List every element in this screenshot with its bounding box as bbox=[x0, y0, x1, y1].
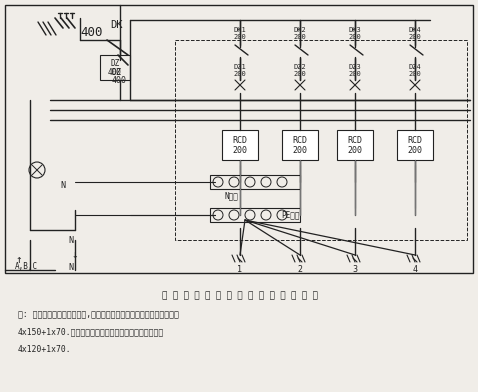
Text: 总 配 电 箱 及 分 路 漏 电 保 护 器 系 统 图: 总 配 电 箱 及 分 路 漏 电 保 护 器 系 统 图 bbox=[162, 292, 318, 301]
Text: 200: 200 bbox=[348, 145, 362, 154]
Text: N: N bbox=[60, 180, 65, 189]
Text: 200: 200 bbox=[234, 34, 246, 40]
Text: N母排: N母排 bbox=[225, 192, 239, 200]
Text: DZ: DZ bbox=[112, 67, 122, 76]
Text: 200: 200 bbox=[293, 145, 307, 154]
Text: 3: 3 bbox=[352, 265, 358, 274]
Text: ↓: ↓ bbox=[72, 250, 78, 260]
Bar bbox=[397, 130, 433, 160]
Bar bbox=[175, 40, 467, 240]
Text: DZ: DZ bbox=[110, 58, 120, 67]
Text: A,B,C: A,B,C bbox=[15, 263, 38, 272]
Text: PE母排: PE母排 bbox=[282, 211, 300, 220]
Text: DZ2: DZ2 bbox=[293, 64, 306, 70]
Text: DZ1: DZ1 bbox=[234, 64, 246, 70]
Text: N: N bbox=[68, 236, 73, 245]
Text: 200: 200 bbox=[232, 145, 248, 154]
Bar bbox=[282, 130, 318, 160]
Text: 4x150+1x70.总配电箱连接各分配算的电罆为橡皮装电罆: 4x150+1x70.总配电箱连接各分配算的电罆为橡皮装电罆 bbox=[18, 327, 164, 336]
Bar bbox=[5, 5, 473, 273]
Text: 200: 200 bbox=[408, 145, 423, 154]
Text: 400: 400 bbox=[112, 76, 127, 85]
Text: RCD: RCD bbox=[348, 136, 362, 145]
Text: RCD: RCD bbox=[293, 136, 307, 145]
Text: 200: 200 bbox=[348, 34, 361, 40]
Text: 200: 200 bbox=[409, 34, 422, 40]
Text: DK: DK bbox=[110, 20, 122, 30]
Text: DK4: DK4 bbox=[409, 27, 422, 33]
Bar bbox=[210, 208, 300, 222]
Text: N: N bbox=[68, 263, 73, 272]
Text: 400: 400 bbox=[80, 25, 102, 38]
Bar bbox=[210, 175, 300, 189]
Text: DZ3: DZ3 bbox=[348, 64, 361, 70]
Text: DK1: DK1 bbox=[234, 27, 246, 33]
Text: 200: 200 bbox=[409, 71, 422, 77]
Text: 200: 200 bbox=[293, 71, 306, 77]
Text: 4: 4 bbox=[413, 265, 417, 274]
Text: DZ4: DZ4 bbox=[409, 64, 422, 70]
Text: 1: 1 bbox=[238, 265, 242, 274]
Text: 200: 200 bbox=[348, 71, 361, 77]
Text: ↑: ↑ bbox=[15, 255, 22, 265]
Text: DK3: DK3 bbox=[348, 27, 361, 33]
Text: 400: 400 bbox=[108, 67, 122, 76]
Bar bbox=[100, 55, 130, 80]
Text: 200: 200 bbox=[293, 34, 306, 40]
Text: RCD: RCD bbox=[408, 136, 423, 145]
Text: 注: 上图为总配电箱的接线图,由电源接入总配电箱的电罆为橡胶装电罆: 注: 上图为总配电箱的接线图,由电源接入总配电箱的电罆为橡胶装电罆 bbox=[18, 310, 179, 319]
Bar bbox=[337, 130, 373, 160]
Text: RCD: RCD bbox=[232, 136, 248, 145]
Text: DK2: DK2 bbox=[293, 27, 306, 33]
Text: 4x120+1x70.: 4x120+1x70. bbox=[18, 345, 72, 354]
Text: 200: 200 bbox=[234, 71, 246, 77]
Bar bbox=[222, 130, 258, 160]
Text: 2: 2 bbox=[297, 265, 303, 274]
